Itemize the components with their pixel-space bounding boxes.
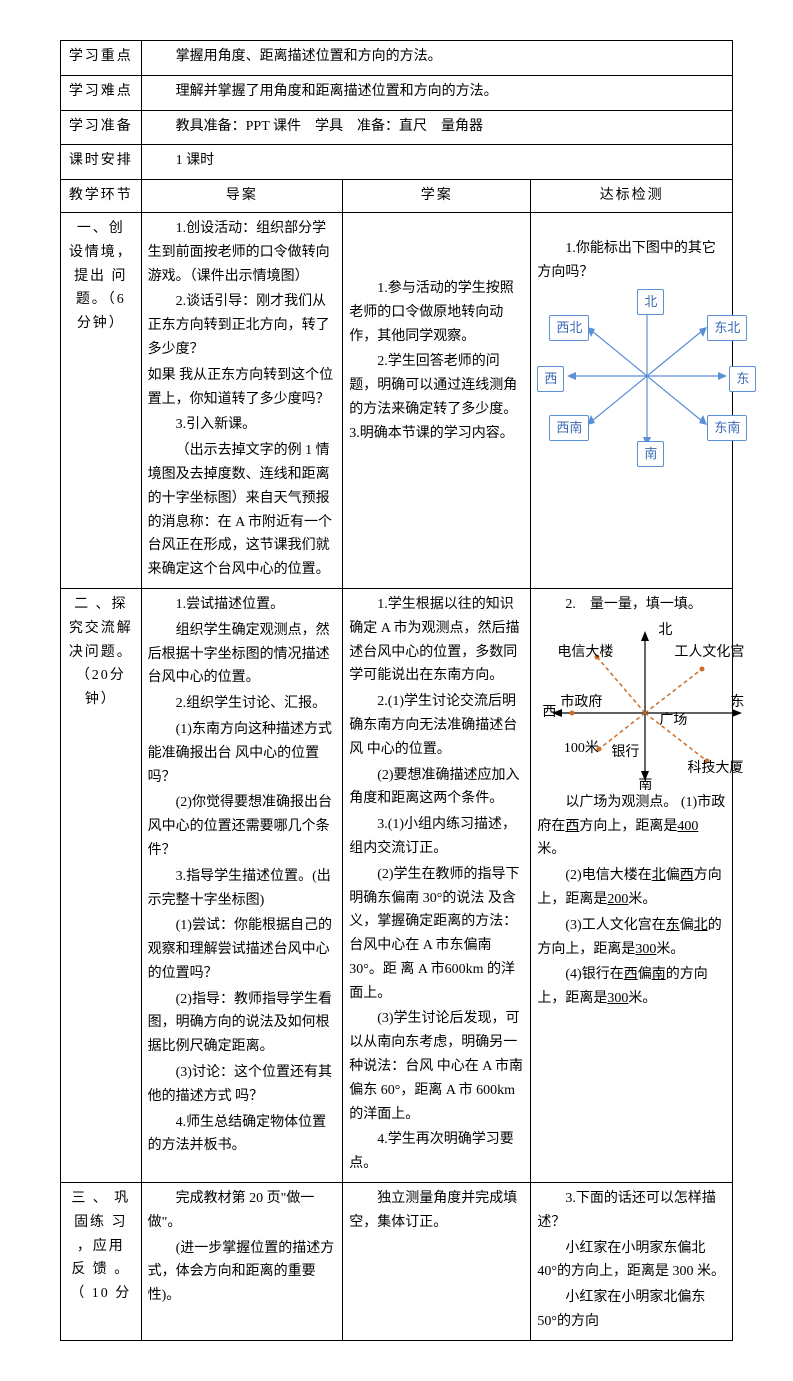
chip-nw: 西北 — [549, 315, 589, 341]
lbl-diff: 学习难点 — [61, 75, 142, 110]
sec1-daoan: 1.创设活动：组织部分学生到前面按老师的口令做转向游戏。（课件出示情境图） 2.… — [141, 212, 343, 588]
sec3-xuean: 独立测量角度并完成填空，集体订正。 — [343, 1183, 531, 1341]
hdr-daoan: 导案 — [141, 180, 343, 213]
sec3-dabiao: 3.下面的话还可以怎样描述？ 小红家在小明家东偏北 40°的方向上，距离是 30… — [531, 1183, 733, 1341]
chip-se: 东南 — [707, 415, 747, 441]
lbl-focus: 学习重点 — [61, 41, 142, 76]
section-1: 一、创 设情境，提出 问 题。（6 分钟） 1.创设活动：组织部分学生到前面按老… — [61, 212, 733, 588]
chip-n: 北 — [637, 289, 664, 315]
lesson-plan-table: 学习重点 掌握用角度、距离描述位置和方向的方法。 学习难点 理解并掌握了用角度和… — [60, 40, 733, 1341]
lbl-prep: 学习准备 — [61, 110, 142, 145]
hdr-phase: 教学环节 — [61, 180, 142, 213]
compass-diagram: 北 东北 东 东南 南 西南 西 西北 — [537, 291, 757, 461]
sec1-xuean: 1.参与活动的学生按照老师的口令做原地转向动作，其他同学观察。 2.学生回答老师… — [343, 212, 531, 588]
hdr-xuean: 学案 — [343, 180, 531, 213]
val-focus: 掌握用角度、距离描述位置和方向的方法。 — [141, 41, 732, 76]
map-n: 北 — [658, 619, 672, 643]
ans-3: (3)工人文化宫在东偏北的方向上，距离是300米。 — [537, 914, 726, 962]
lbl-time: 课时安排 — [61, 145, 142, 180]
sec1-prompt: 1.你能标出下图中的其它方向吗？ — [537, 237, 726, 285]
val-diff: 理解并掌握了用角度和距离描述位置和方向的方法。 — [141, 75, 732, 110]
ans-4: (4)银行在西偏南的方向上，距离是300米。 — [537, 963, 726, 1011]
header-row: 教学环节 导案 学案 达标检测 — [61, 180, 733, 213]
sec2-prompt: 2. 量一量，填一填。 — [537, 593, 726, 617]
row-focus: 学习重点 掌握用角度、距离描述位置和方向的方法。 — [61, 41, 733, 76]
map-sw: 银行 — [611, 741, 639, 765]
section-3: 三 、 巩 固练 习 ，应用 反 馈 。（ 10 分 完成教材第 20 页"做一… — [61, 1183, 733, 1341]
map-ne: 工人文化宫 — [674, 641, 744, 665]
row-time: 课时安排 1 课时 — [61, 145, 733, 180]
ans-intro: 以广场为观测点。 (1)市政府在西方向上，距离是400米。 — [537, 791, 726, 862]
row-prep: 学习准备 教具准备：PPT 课件 学具 准备：直尺 量角器 — [61, 110, 733, 145]
val-time: 1 课时 — [141, 145, 732, 180]
chip-ne: 东北 — [707, 315, 747, 341]
chip-w: 西 — [537, 366, 564, 392]
chip-e: 东 — [729, 366, 756, 392]
sec1-dabiao: 1.你能标出下图中的其它方向吗？ — [531, 212, 733, 588]
map-e: 东 — [730, 691, 744, 715]
map-s: 南 — [638, 774, 652, 798]
sec2-dabiao: 2. 量一量，填一填。 — [531, 588, 733, 1182]
sec2-label: 二 、探 究交流解决问题。（20分钟） — [61, 588, 142, 1182]
map-nw: 电信大楼 — [557, 641, 613, 665]
section-2: 二 、探 究交流解决问题。（20分钟） 1.尝试描述位置。 组织学生确定观测点，… — [61, 588, 733, 1182]
sec3-label: 三 、 巩 固练 习 ，应用 反 馈 。（ 10 分 — [61, 1183, 142, 1341]
map-center: 广场 — [659, 709, 687, 733]
sec2-xuean: 1.学生根据以往的知识确定 A 市为观测点，然后描述台风中心的位置，多数同学可能… — [343, 588, 531, 1182]
map-se: 科技大厦 — [687, 757, 743, 781]
map-w: 西 — [542, 701, 556, 725]
row-difficulty: 学习难点 理解并掌握了用角度和距离描述位置和方向的方法。 — [61, 75, 733, 110]
map-swd: 100米 — [564, 737, 599, 761]
map-diagram: 北 南 西 东 广场 电信大楼 工人文化宫 市政府 100米 银行 科技大厦 — [537, 621, 747, 791]
map-wp: 市政府 — [560, 691, 602, 715]
sec3-daoan: 完成教材第 20 页"做一做"。 (进一步掌握位置的描述方式，体会方向和距离的重… — [141, 1183, 343, 1341]
hdr-dabiao: 达标检测 — [531, 180, 733, 213]
sec1-label: 一、创 设情境，提出 问 题。（6 分钟） — [61, 212, 142, 588]
ans-2: (2)电信大楼在北偏西方向上，距离是200米。 — [537, 864, 726, 912]
chip-s: 南 — [637, 441, 664, 467]
val-prep: 教具准备：PPT 课件 学具 准备：直尺 量角器 — [141, 110, 732, 145]
chip-sw: 西南 — [549, 415, 589, 441]
sec2-daoan: 1.尝试描述位置。 组织学生确定观测点，然后根据十字坐标图的情况描述台风中心的位… — [141, 588, 343, 1182]
